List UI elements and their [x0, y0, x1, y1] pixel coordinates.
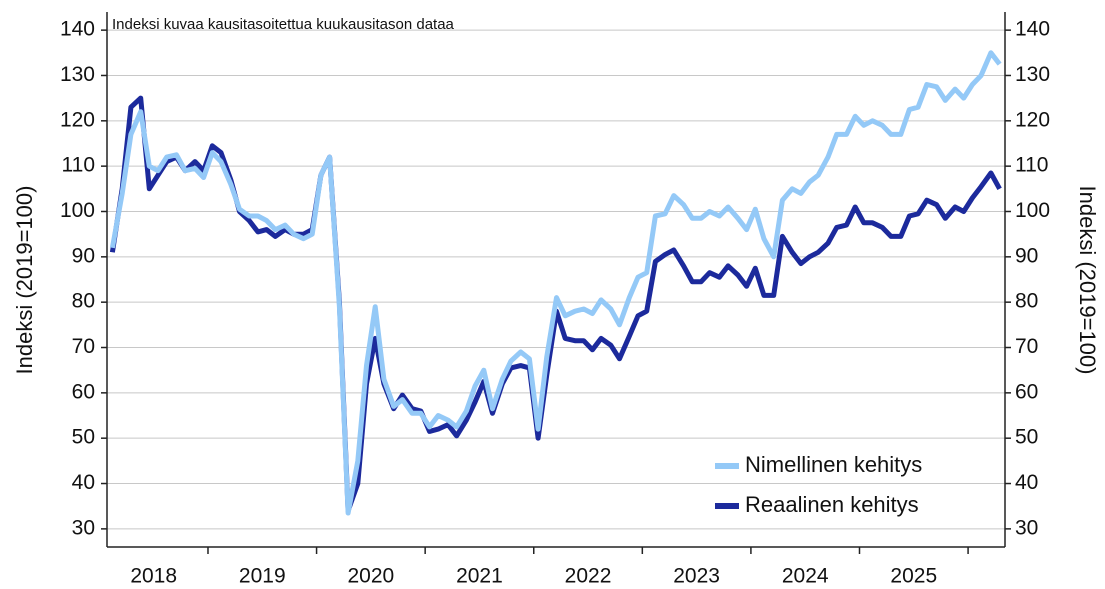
y2-tick-label: 90 [1015, 244, 1038, 267]
x-tick-label: 2018 [130, 565, 177, 588]
y-tick-label: 60 [72, 380, 95, 403]
y2-tick-label: 110 [1015, 154, 1048, 177]
y-tick-label: 70 [72, 335, 95, 358]
y2-tick-label: 50 [1015, 426, 1038, 449]
series-line [109, 50, 1002, 516]
x-tick-label: 2025 [890, 565, 937, 588]
y-tick-label: 40 [72, 471, 95, 494]
x-tick-label: 2021 [456, 565, 503, 588]
legend-label: Reaalinen kehitys [745, 492, 919, 517]
y2-tick-label: 120 [1015, 108, 1050, 131]
annotation: Indeksi kuvaa kausitasoitettua kuukausit… [112, 16, 455, 33]
y2-tick-label: 40 [1015, 471, 1038, 494]
y-tick-label: 80 [72, 290, 95, 313]
y2-tick-label: 60 [1015, 380, 1038, 403]
y-tick-label: 30 [72, 516, 95, 539]
y2-tick-label: 80 [1015, 290, 1038, 313]
y2-tick-label: 130 [1015, 63, 1050, 86]
x-tick-label: 2024 [782, 565, 829, 588]
y-tick-label: 130 [60, 63, 95, 86]
y2-tick-label: 140 [1015, 18, 1050, 41]
y-tick-label: 110 [62, 154, 95, 177]
legend-label: Nimellinen kehitys [745, 452, 922, 477]
x-tick-label: 2020 [348, 565, 395, 588]
y-tick-label: 140 [60, 18, 95, 41]
y-tick-label: 90 [72, 244, 95, 267]
y2-tick-label: 30 [1015, 516, 1038, 539]
x-tick-label: 2022 [565, 565, 612, 588]
y2-axis-title: Indeksi (2019=100) [1075, 186, 1100, 375]
y2-tick-label: 100 [1015, 199, 1050, 222]
x-tick-label: 2023 [673, 565, 720, 588]
y2-tick-label: 70 [1015, 335, 1038, 358]
y-tick-label: 120 [60, 108, 95, 131]
y-tick-label: 50 [72, 426, 95, 449]
y-tick-label: 100 [60, 199, 95, 222]
x-tick-label: 2019 [239, 565, 286, 588]
y-axis-title: Indeksi (2019=100) [12, 186, 37, 375]
